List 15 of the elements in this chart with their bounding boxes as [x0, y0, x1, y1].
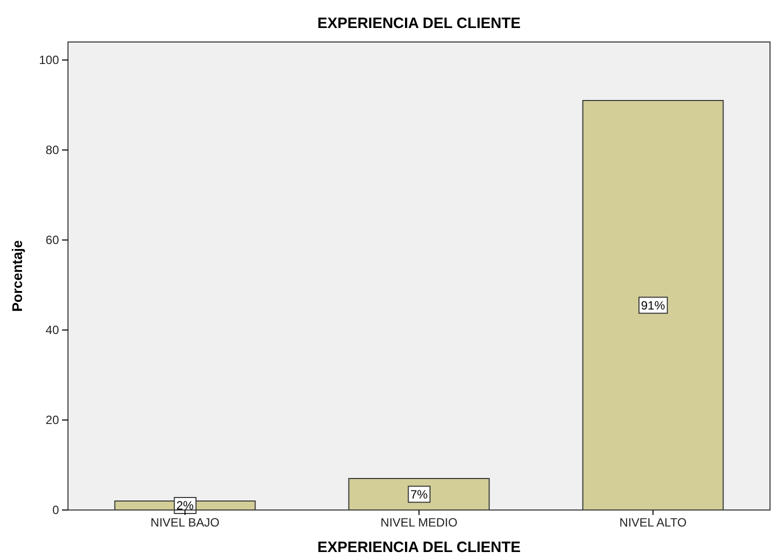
chart-title: EXPERIENCIA DEL CLIENTE: [317, 15, 521, 32]
data-label: 91%: [640, 298, 666, 312]
x-tick-label: NIVEL ALTO: [619, 516, 687, 530]
y-tick-label: 100: [38, 52, 60, 67]
x-tick-label: NIVEL BAJO: [150, 516, 220, 530]
y-axis-title: Porcentaje: [9, 240, 25, 312]
y-tick-label: 40: [46, 322, 60, 337]
data-label: 2%: [176, 498, 194, 512]
y-tick-label: 20: [46, 412, 60, 427]
x-axis-title: EXPERIENCIA DEL CLIENTE: [317, 539, 521, 556]
data-label: 7%: [410, 487, 428, 502]
y-tick-label: 60: [46, 232, 60, 247]
y-tick-label: 0: [52, 502, 60, 517]
y-tick-label: 80: [46, 142, 60, 157]
x-tick-label: NIVEL MEDIO: [380, 516, 458, 530]
